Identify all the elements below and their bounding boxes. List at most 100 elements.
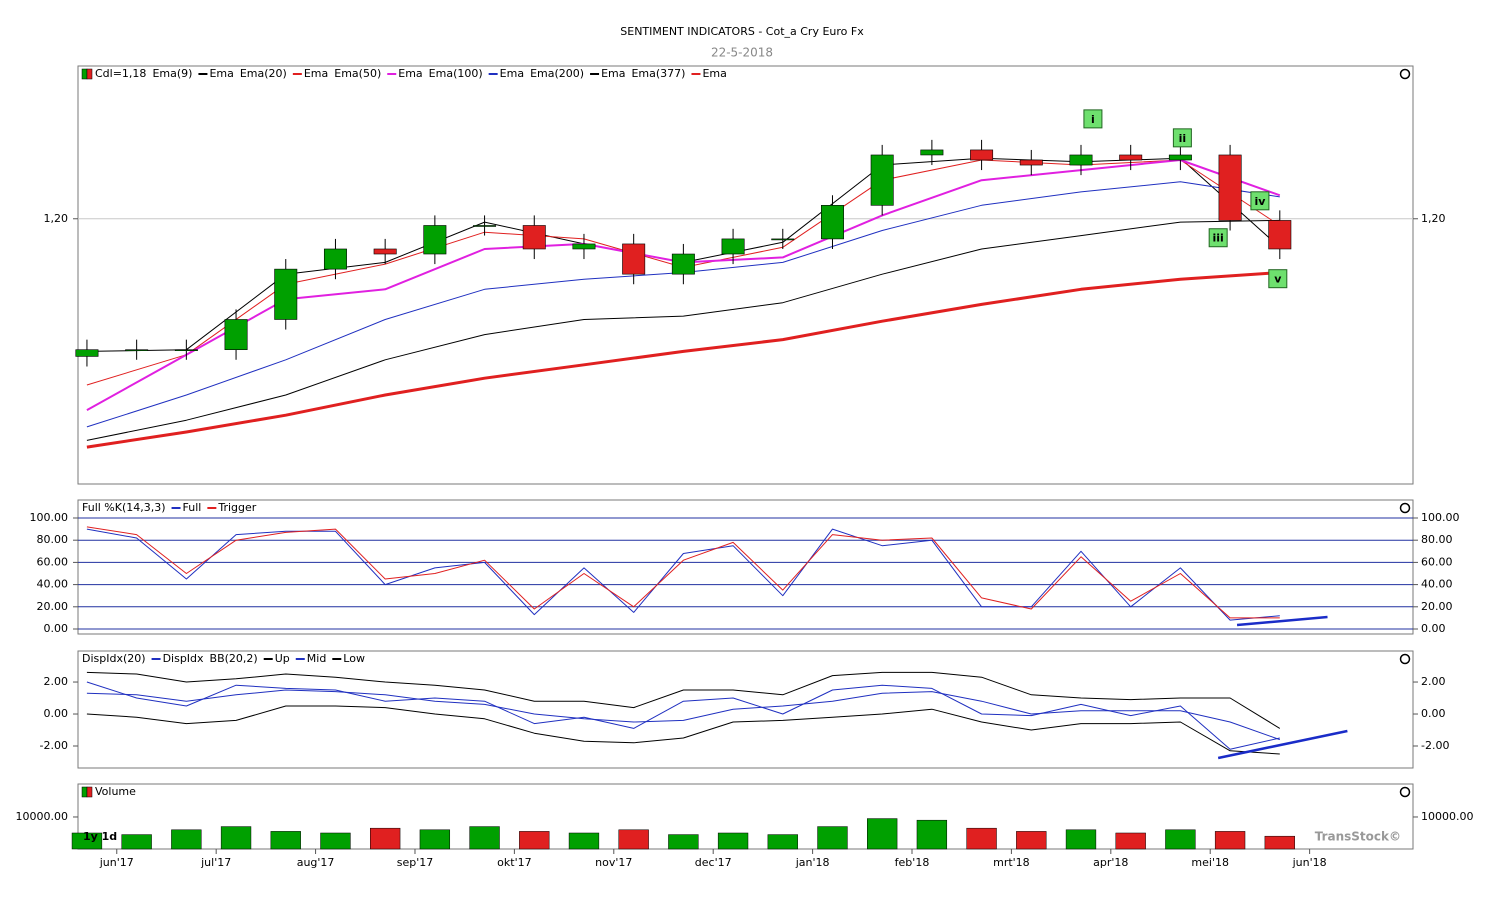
candle-body <box>274 268 298 320</box>
candle-body <box>671 253 695 275</box>
volume-bar <box>1115 832 1146 850</box>
wave-label-box <box>1268 269 1288 289</box>
volume-bar <box>1214 831 1246 850</box>
wave-label: ii <box>1179 132 1187 145</box>
volume-bar <box>469 826 500 850</box>
candle-body <box>1019 159 1043 166</box>
y-tick-label: 80.00 <box>37 533 69 546</box>
volume-bar <box>1016 831 1047 850</box>
y-tick-label-right: 2.00 <box>1421 675 1446 688</box>
chart-subtitle: 22-5-2018 <box>711 46 773 60</box>
close-button[interactable] <box>1399 786 1411 798</box>
y-tick-label: 2.00 <box>44 675 69 688</box>
legend-icon <box>81 786 88 798</box>
candle-body <box>224 319 248 351</box>
series-line <box>86 671 1281 729</box>
y-tick-label-right: 40.00 <box>1421 578 1453 591</box>
legend-prefix: Ema(377) <box>631 67 685 80</box>
volume-bar <box>867 818 898 850</box>
volume-bar <box>1065 829 1097 850</box>
legend-label: Ema <box>209 67 233 80</box>
candle-body <box>423 225 447 255</box>
panel-frame <box>77 650 1414 769</box>
y-tick-label-right: 10000.00 <box>1421 810 1474 823</box>
series-line <box>86 705 1280 755</box>
candle-body <box>473 225 497 227</box>
legend-label: Trigger <box>217 501 256 514</box>
candle-body <box>1218 154 1242 221</box>
series-line <box>86 681 1280 750</box>
close-button[interactable] <box>1399 68 1411 80</box>
volume-bar <box>966 827 997 850</box>
panel-frame <box>77 499 1414 635</box>
y-tick-label-right: 1,20 <box>1421 212 1446 225</box>
volume-bar <box>668 834 699 850</box>
volume-bar <box>71 832 103 850</box>
legend-label: Ema <box>601 67 625 80</box>
wave-label-box <box>1083 109 1103 129</box>
series-line <box>86 689 1280 741</box>
y-tick-label-right: 80.00 <box>1421 533 1453 546</box>
candle-body <box>920 149 944 156</box>
candle-body <box>323 248 347 270</box>
volume-bar <box>519 831 550 850</box>
legend-label: Ema <box>398 67 422 80</box>
y-tick-label: 100.00 <box>30 511 69 524</box>
series-line <box>86 219 1280 441</box>
y-tick-label-right: 60.00 <box>1421 555 1453 568</box>
candle-body <box>721 238 745 255</box>
legend-title: Cdl=1,18 <box>95 67 146 80</box>
y-tick-label: 0.00 <box>44 707 69 720</box>
x-tick-label: feb'18 <box>895 856 930 869</box>
candle-body <box>174 349 198 352</box>
legend-prefix: Ema(50) <box>334 67 381 80</box>
x-tick-label: mrt'18 <box>993 856 1030 869</box>
x-tick-label: jun'18 <box>1292 856 1327 869</box>
wave-label-box <box>1172 128 1192 148</box>
period-label: 1y 1d <box>83 830 117 843</box>
legend-label: Full <box>183 501 202 514</box>
y-tick-label: 10000.00 <box>16 810 69 823</box>
candle-body <box>820 205 844 240</box>
candle-body <box>870 154 894 206</box>
wave-label: i <box>1091 113 1095 126</box>
volume-bar <box>568 832 600 850</box>
legend-prefix: Full %K(14,3,3) <box>82 501 166 514</box>
y-tick-label: 60.00 <box>37 555 69 568</box>
wave-label-box <box>1208 228 1228 248</box>
volume-bar <box>220 826 252 850</box>
trend-line <box>1217 729 1348 760</box>
volume-bar <box>419 829 451 850</box>
close-button[interactable] <box>1399 502 1411 514</box>
watermark: TransStock© <box>1315 830 1401 844</box>
close-button[interactable] <box>1399 653 1411 665</box>
volume-bar <box>171 829 202 850</box>
candle-body <box>373 248 397 255</box>
y-tick-label-right: 0.00 <box>1421 707 1446 720</box>
legend-label: Ema <box>304 67 328 80</box>
legend-icon <box>86 786 93 798</box>
volume-bar <box>1264 835 1295 850</box>
wave-label: iii <box>1213 232 1224 245</box>
candle-body <box>1069 154 1093 166</box>
x-tick-label: okt'17 <box>497 856 531 869</box>
series-line <box>86 528 1280 621</box>
volume-bar <box>717 832 749 850</box>
trend-line <box>1236 615 1328 627</box>
legend-label: Ema <box>500 67 524 80</box>
x-tick-label: jul'17 <box>200 856 231 869</box>
legend-label: Up <box>275 652 290 665</box>
candle-body <box>125 349 149 352</box>
legend-title: Volume <box>95 785 136 798</box>
legend-label: DispIdx <box>163 652 204 665</box>
legend-prefix: DispIdx(20) <box>82 652 146 665</box>
x-tick-label: aug'17 <box>297 856 335 869</box>
series-line <box>86 526 1280 619</box>
x-tick-label: jan'18 <box>795 856 830 869</box>
legend-prefix: Ema(200) <box>530 67 584 80</box>
legend-prefix: Ema(9) <box>152 67 192 80</box>
volume-bar <box>270 831 301 850</box>
wave-label-box <box>1250 191 1270 211</box>
series-line <box>86 271 1280 449</box>
